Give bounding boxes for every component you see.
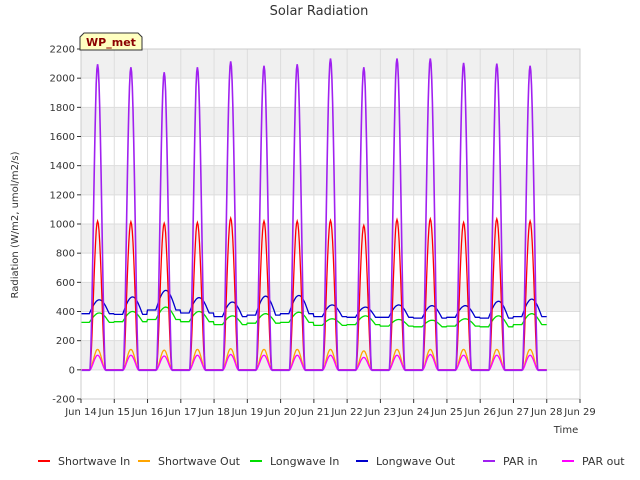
legend-label: Longwave Out [376,455,456,468]
y-tick-label: 800 [56,249,75,260]
y-tick-label: 1400 [50,161,75,172]
station-badge: WP_met [79,32,143,51]
y-tick-label: 1600 [50,132,75,143]
x-tick-label: Jun 29 [563,407,596,418]
legend-label: Shortwave In [58,455,130,468]
legend-label: Shortwave Out [158,455,241,468]
x-tick-label: Jun 22 [330,407,363,418]
y-tick-label: 200 [56,336,75,347]
x-tick-label: Jun 24 [397,407,430,418]
y-axis-title: Radiation (W/m2, umol/m2/s) [10,151,21,298]
x-tick-label: Jun 19 [231,407,264,418]
x-tick-label: Jun 28 [530,407,563,418]
y-tick-label: 1200 [50,190,75,201]
x-tick-label: Jun 16 [131,407,164,418]
series-line-par-in [81,58,548,372]
chart-title: Solar Radiation [270,4,369,19]
x-axis-title: Time [553,425,578,436]
plot-band [81,107,580,137]
series-layer [81,58,548,372]
plot-band [81,165,580,195]
x-tick-label: Jun 21 [297,407,330,418]
x-tick-label: Jun 23 [364,407,397,418]
legend-label: PAR in [503,455,538,468]
y-tick-label: -200 [52,395,75,406]
badge-label: WP_met [86,36,136,49]
x-tick-label: Jun 17 [164,407,197,418]
y-tick-label: 1000 [50,220,75,231]
plot-band [81,224,580,254]
x-tick-label: Jun 25 [430,407,463,418]
legend-label: PAR out [582,455,625,468]
y-tick-label: 2000 [50,74,75,85]
plot-band [81,282,580,312]
x-tick-label: Jun 14 [64,407,97,418]
y-axis: -200 0 200 400 600 800 1000 1200 1400 1600 1800 200… [50,45,81,406]
y-tick-label: 1800 [50,103,75,114]
legend: Shortwave In Shortwave Out Longwave In Long… [38,455,625,468]
y-tick-label: 600 [56,278,75,289]
y-tick-label: 0 [69,365,75,376]
x-tick-label: Jun 15 [98,407,131,418]
legend-label: Longwave In [270,455,339,468]
x-tick-label: Jun 20 [264,407,297,418]
x-axis: Jun 14 Jun 15 Jun 16 Jun 17 Jun 18 Jun 19 Jun … [64,399,596,418]
y-tick-label: 2200 [50,45,75,56]
badge-box [79,32,143,51]
x-tick-label: Jun 26 [463,407,496,418]
x-tick-label: Jun 18 [197,407,230,418]
y-tick-label: 400 [56,307,75,318]
x-tick-label: Jun 27 [497,407,530,418]
